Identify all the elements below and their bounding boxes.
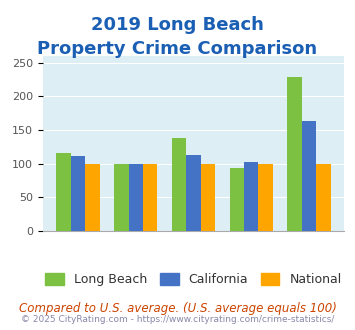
Bar [302,121,316,231]
Bar [172,138,186,231]
Bar [114,164,129,231]
Bar [56,153,71,231]
Bar [258,164,273,231]
Bar [244,162,258,231]
Text: 2019 Long Beach: 2019 Long Beach [91,16,264,35]
Bar [186,155,201,231]
Bar [85,164,100,231]
Bar [129,164,143,231]
Bar [71,156,85,231]
Bar [287,77,302,231]
Bar [143,164,157,231]
Legend: Long Beach, California, National: Long Beach, California, National [40,268,347,291]
Text: Compared to U.S. average. (U.S. average equals 100): Compared to U.S. average. (U.S. average … [18,302,337,315]
Bar [316,164,331,231]
Text: Property Crime Comparison: Property Crime Comparison [37,40,318,58]
Bar [230,168,244,231]
Text: © 2025 CityRating.com - https://www.cityrating.com/crime-statistics/: © 2025 CityRating.com - https://www.city… [21,315,334,324]
Bar [201,164,215,231]
